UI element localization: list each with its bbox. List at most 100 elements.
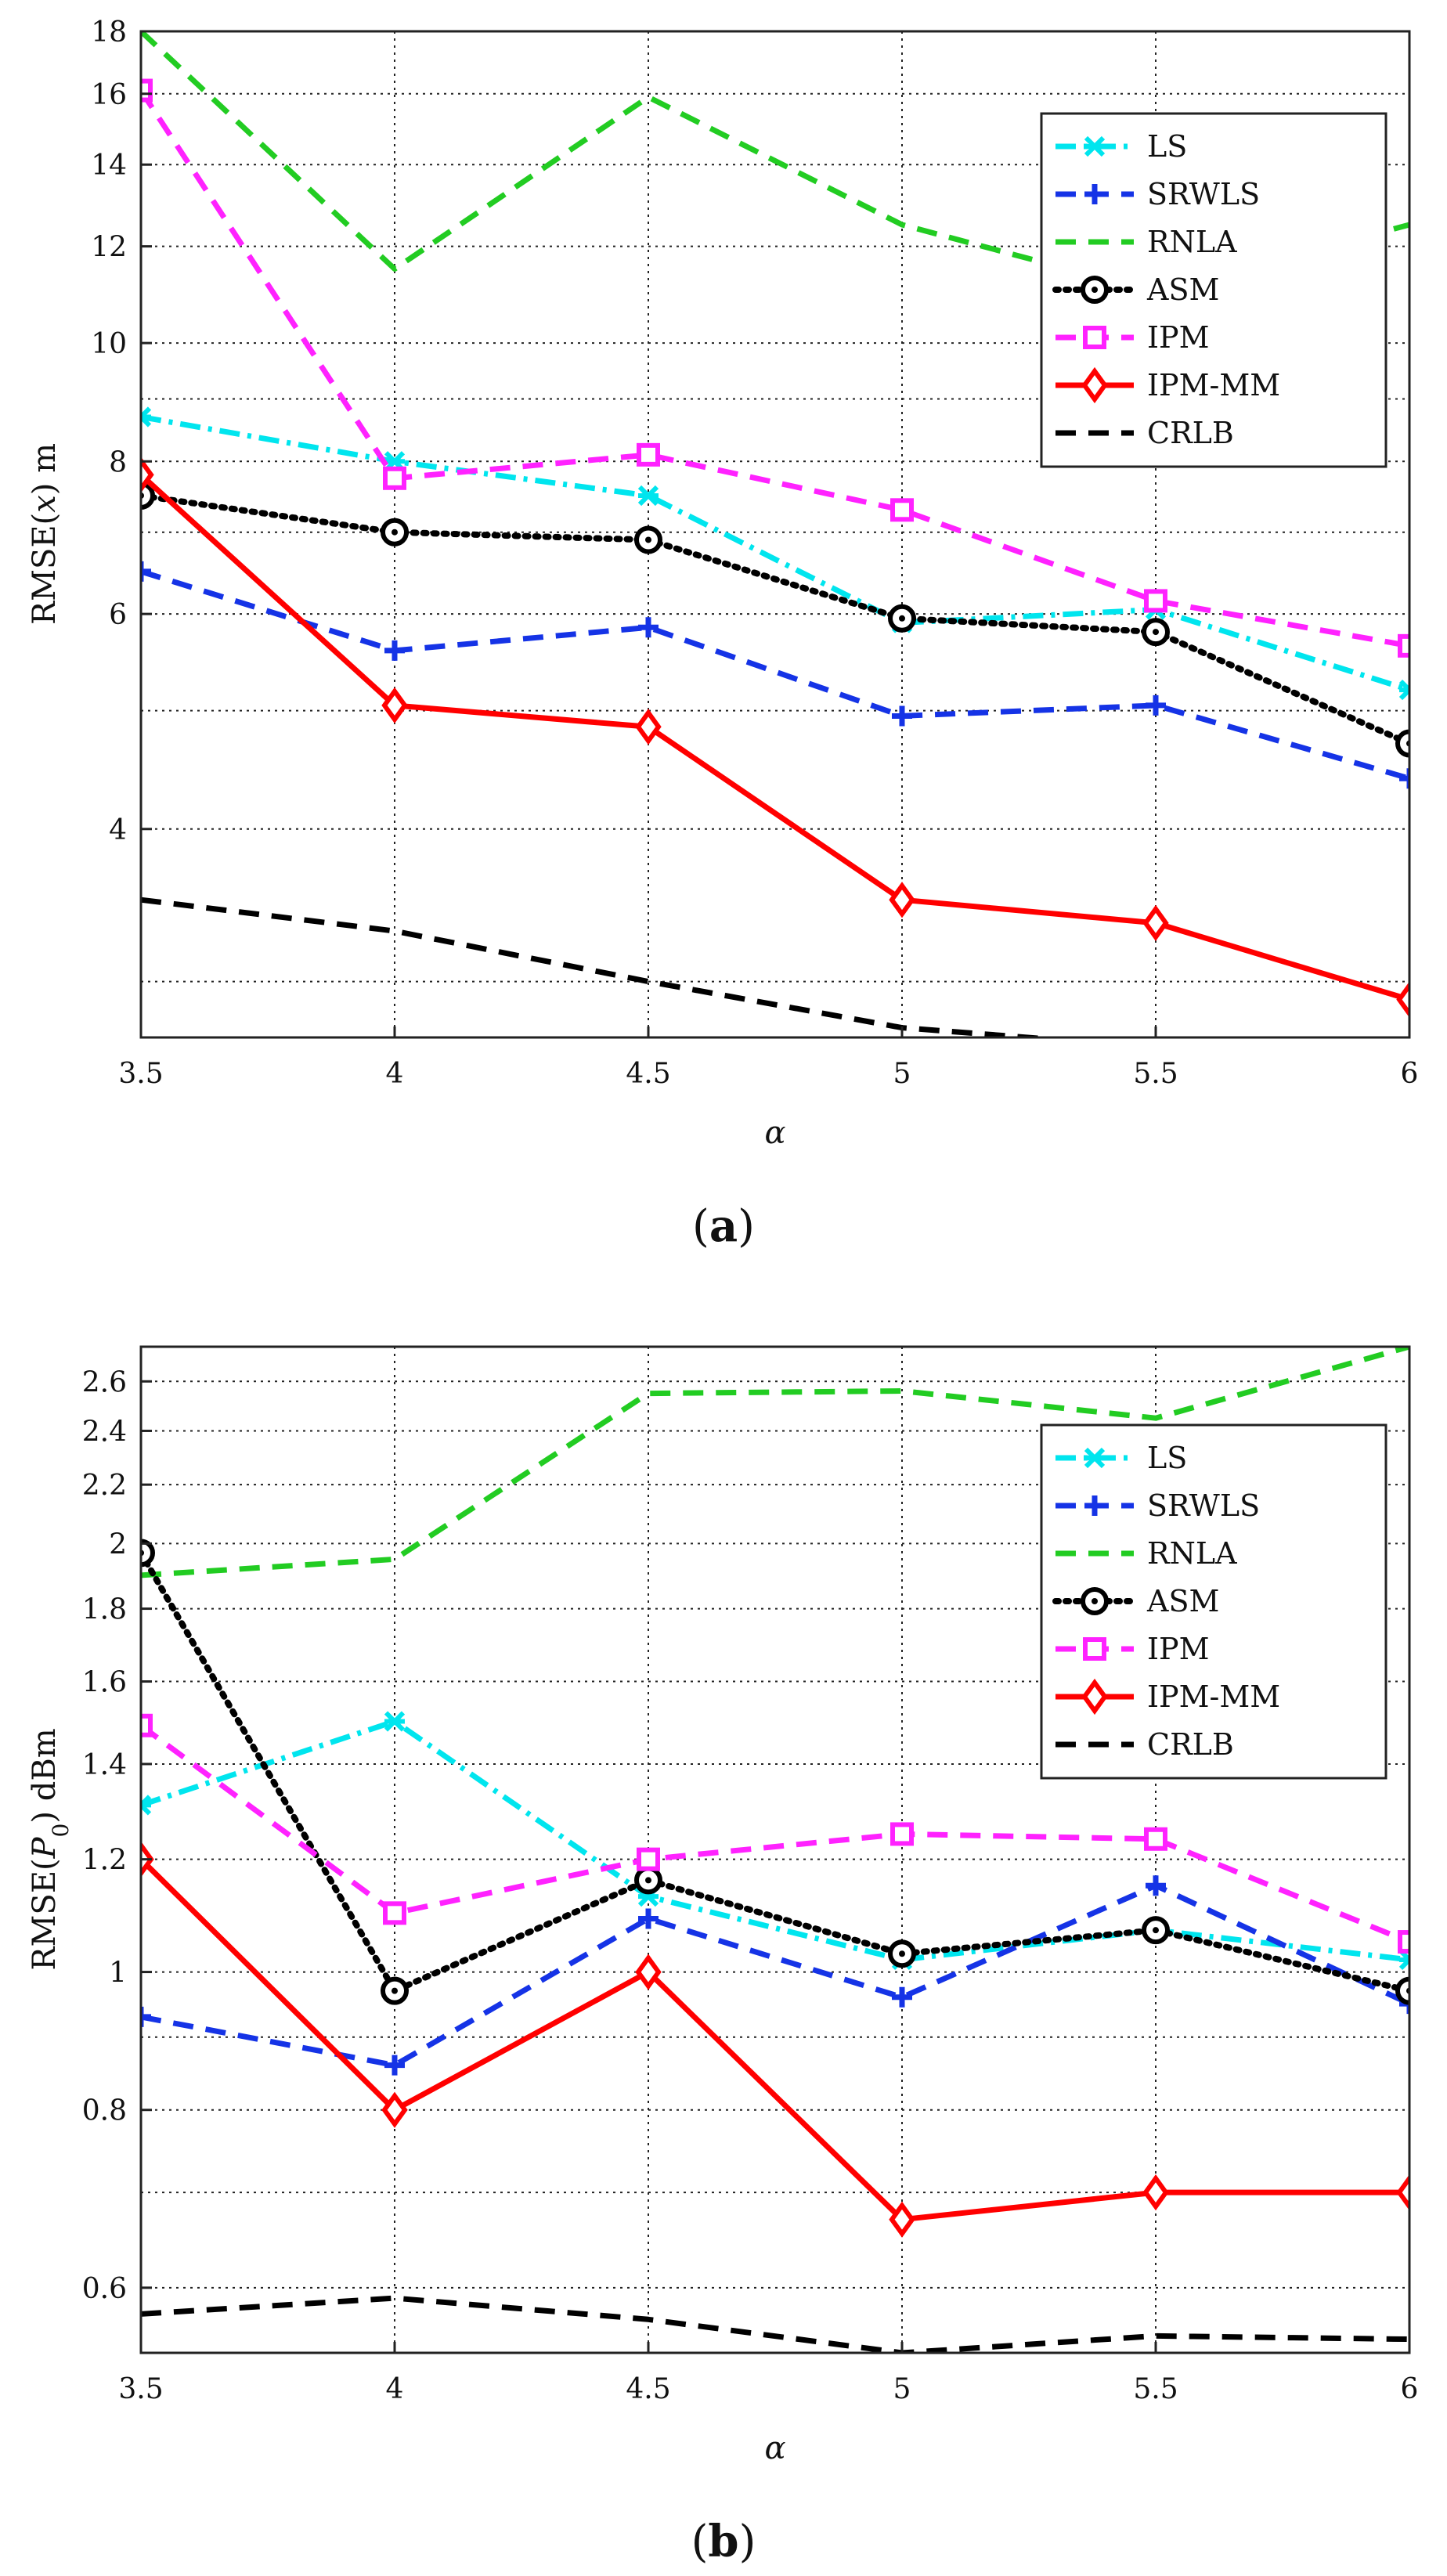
x-tick-label: 6: [1401, 2373, 1419, 2405]
legend-marker: [1081, 276, 1109, 304]
y-tick-label: 2.4: [82, 1416, 127, 1448]
data-point: [381, 2091, 408, 2128]
series-line: [141, 1550, 1409, 1994]
x-tick-label: 5.5: [1133, 1058, 1178, 1090]
y-tick-label: 4: [109, 814, 127, 846]
series-srwls: [141, 1875, 1409, 2076]
data-point: [383, 466, 406, 490]
y-axis-label-a: RMSE(x) m: [27, 443, 63, 625]
data-point: [1396, 2174, 1409, 2211]
data-point: [1144, 1827, 1167, 1851]
data-point: [892, 1986, 912, 2008]
series-line: [141, 1882, 1409, 2069]
legend-item: ASM: [1052, 272, 1219, 307]
x-axis-label-a: α: [764, 1115, 785, 1151]
data-point: [635, 709, 662, 745]
legend-item: IPM-MM: [1055, 366, 1280, 404]
x-tick-label: 3.5: [118, 2373, 163, 2405]
legend-label: SRWLS: [1147, 177, 1260, 211]
legend-label: CRLB: [1147, 416, 1234, 450]
data-point: [637, 1847, 660, 1871]
y-tick-label: 16: [91, 79, 127, 111]
x-tick-label: 4: [386, 2373, 404, 2405]
series-srwls: [141, 561, 1409, 789]
data-point: [634, 1866, 662, 1895]
legend-label: ASM: [1146, 1584, 1219, 1618]
data-point: [1398, 1930, 1409, 1954]
x-axis-label-b: α: [764, 2430, 785, 2466]
series-line: [141, 568, 1409, 781]
data-point: [141, 561, 151, 582]
data-point: [637, 442, 660, 467]
series-line: [141, 1723, 1409, 1945]
legend-a: LS SRWLS RNLA ASM IPM IPM-MM CRLB: [1040, 112, 1387, 468]
data-point: [888, 604, 916, 633]
series-ipm: [141, 1713, 1409, 1954]
series-line: [141, 472, 1409, 1002]
series-crlb: [141, 2295, 1409, 2353]
legend-label: IPM-MM: [1147, 1679, 1280, 1714]
y-tick-label: 14: [91, 150, 127, 182]
legend-label: IPM: [1147, 320, 1210, 355]
legend-label: RNLA: [1147, 225, 1237, 259]
data-point: [1396, 981, 1409, 1018]
series-group-b: [141, 1347, 1409, 2353]
plot-frame-b: [139, 1345, 1411, 2354]
legend-label: ASM: [1146, 272, 1219, 307]
legend-b: LS SRWLS RNLA ASM IPM IPM-MM CRLB: [1040, 1423, 1387, 1780]
legend-item: CRLB: [1055, 416, 1234, 450]
y-tick-label: 1.8: [82, 1594, 127, 1626]
x-tick-label: 5: [893, 1058, 911, 1090]
data-point: [637, 485, 659, 507]
data-point: [1142, 1916, 1170, 1945]
legend-item: ASM: [1052, 1584, 1219, 1618]
legend-marker: [1084, 184, 1105, 204]
caption-a: (a): [692, 1200, 755, 1252]
data-point: [1398, 679, 1409, 701]
y-tick-label: 1: [109, 1957, 127, 1990]
y-tick-label: 0.8: [82, 2095, 127, 2127]
y-tick-label: 1.2: [82, 1845, 127, 1877]
data-point: [1142, 618, 1170, 647]
series-line: [141, 2295, 1409, 2353]
series-line: [141, 414, 1409, 693]
data-point: [1142, 904, 1169, 942]
data-point: [638, 1908, 659, 1929]
data-point: [381, 518, 409, 547]
data-point: [889, 882, 915, 918]
data-point: [141, 1713, 153, 1737]
series-ipm-mm: [141, 1841, 1409, 2238]
data-point: [1144, 589, 1167, 613]
data-point: [381, 687, 408, 724]
data-point: [384, 2055, 405, 2076]
data-point: [141, 456, 154, 493]
data-point: [888, 1939, 916, 1968]
data-point: [141, 1795, 152, 1816]
legend-label: LS: [1147, 1441, 1187, 1475]
y-axis-label-b: RMSE(P0) dBm: [27, 1728, 74, 1970]
data-point: [381, 1976, 409, 2005]
series-line: [141, 1347, 1409, 1578]
data-point: [638, 617, 659, 638]
x-tick-label: 3.5: [118, 1058, 163, 1090]
legend-label: CRLB: [1147, 1727, 1234, 1762]
series-line: [141, 897, 1063, 1037]
series-line: [141, 88, 1409, 649]
data-point: [1142, 2174, 1169, 2211]
legend-marker: [1081, 1587, 1109, 1615]
data-point: [141, 2006, 151, 2027]
data-point: [890, 498, 914, 522]
series-ipm: [141, 78, 1409, 658]
x-tick-label: 4.5: [626, 1058, 670, 1090]
series-group-a: [141, 31, 1409, 1037]
legend-marker: [1084, 135, 1106, 157]
series-crlb: [141, 897, 1063, 1037]
data-point: [892, 705, 912, 727]
data-point: [634, 525, 662, 554]
data-point: [1398, 1949, 1409, 1971]
legend-item: IPM: [1055, 1632, 1210, 1666]
y-tick-label: 1.4: [82, 1749, 127, 1781]
legend-label: IPM: [1147, 1632, 1210, 1666]
data-point: [1398, 633, 1409, 658]
